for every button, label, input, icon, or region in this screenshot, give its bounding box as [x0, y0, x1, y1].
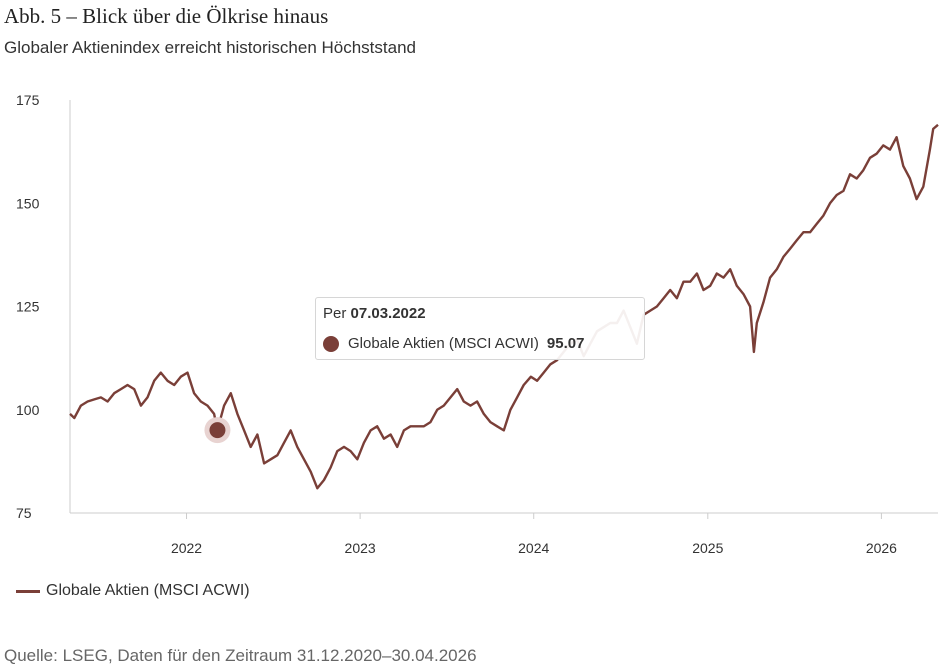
y-tick-label: 175 — [16, 92, 40, 108]
chart-subtitle: Globaler Aktienindex erreicht historisch… — [4, 38, 416, 57]
chart-title: Abb. 5 – Blick über die Ölkrise hinaus — [4, 4, 329, 28]
y-tick-label: 100 — [16, 402, 40, 418]
legend-line-swatch — [16, 589, 40, 593]
data-tooltip: Per 07.03.2022 Globale Aktien (MSCI ACWI… — [315, 297, 645, 360]
highlight-point — [209, 422, 226, 439]
tooltip-prefix: Per — [323, 305, 347, 322]
x-tick-label: 2025 — [692, 540, 723, 556]
y-tick-label: 75 — [16, 505, 32, 521]
tooltip-row: Globale Aktien (MSCI ACWI) 95.07 — [323, 335, 584, 352]
x-tick-label: 2022 — [171, 540, 202, 556]
legend-label: Globale Aktien (MSCI ACWI) — [46, 582, 250, 599]
x-tick-label: 2023 — [345, 540, 376, 556]
tooltip-series-name: Globale Aktien (MSCI ACWI) — [348, 335, 539, 352]
tooltip-date: 07.03.2022 — [350, 305, 426, 322]
y-tick-label: 125 — [16, 299, 40, 315]
line-chart: 75 100 125 150 175 2022 2023 2024 2025 2026 — [16, 92, 939, 556]
source-note: Quelle: LSEG, Daten für den Zeitraum 31.… — [4, 646, 477, 665]
series-line-msci-acwi — [69, 123, 939, 490]
tooltip-series-marker — [323, 335, 339, 352]
tooltip-header: Per 07.03.2022 — [323, 305, 426, 322]
tooltip-value: 95.07 — [546, 335, 585, 352]
x-tick-label: 2026 — [866, 540, 897, 556]
y-tick-label: 150 — [16, 195, 40, 211]
chart-legend[interactable]: Globale Aktien (MSCI ACWI) — [16, 582, 250, 600]
x-tick-label: 2024 — [518, 540, 549, 556]
